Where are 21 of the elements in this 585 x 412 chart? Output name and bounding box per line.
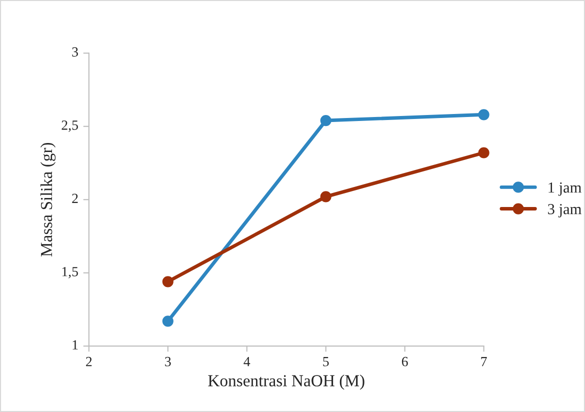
x-tick-label: 7: [481, 357, 487, 366]
y-tick-label: 1: [72, 340, 78, 350]
point: [162, 276, 174, 288]
point: [478, 109, 490, 120]
point: [320, 114, 332, 126]
y-tick-label: 2: [72, 194, 78, 203]
x-tick-label: 5: [323, 357, 329, 366]
y-tick-label: 1,5: [62, 267, 78, 278]
x-axis-title: Konsentrasi NaOH (M): [208, 374, 364, 390]
x-tick-label: 4: [244, 356, 250, 366]
y-tick-label: 3: [72, 47, 78, 57]
legend-label: 3 jam: [548, 204, 582, 218]
point: [320, 191, 332, 202]
point: [478, 147, 490, 158]
x-tick-label: 2: [86, 356, 92, 366]
x-tick-label: 6: [402, 356, 408, 366]
y-axis-title: Massa Silika (gr): [40, 142, 56, 257]
legend-label: 1 jam: [548, 182, 582, 196]
x-tick-label: 3: [165, 356, 171, 366]
y-tick-label: 2,5: [62, 120, 78, 132]
point: [162, 316, 174, 327]
